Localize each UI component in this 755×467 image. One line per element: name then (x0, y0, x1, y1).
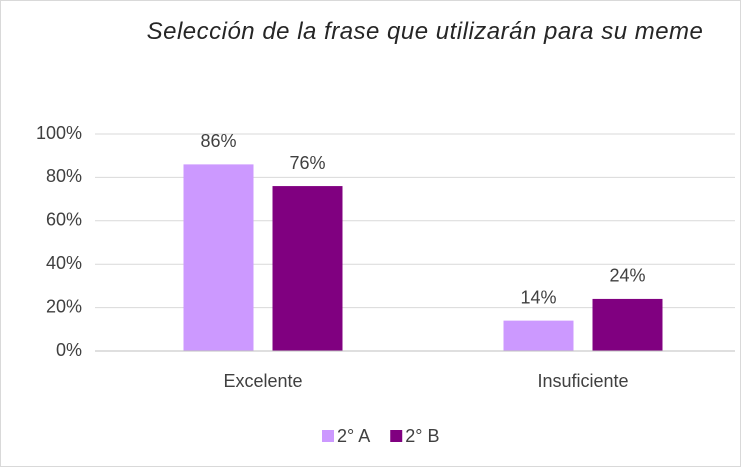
legend-label: 2° B (405, 426, 439, 446)
y-tick-label: 100% (36, 123, 82, 143)
data-label: 14% (520, 287, 556, 307)
data-label: 24% (609, 266, 645, 286)
bar (592, 298, 663, 351)
bar (183, 164, 254, 351)
chart-title: Selección de la frase que utilizarán par… (146, 18, 704, 45)
bar (503, 320, 574, 351)
x-tick-label: Excelente (223, 371, 302, 391)
y-tick-label: 80% (46, 166, 82, 186)
data-label: 76% (289, 153, 325, 173)
y-tick-label: 0% (56, 340, 82, 360)
y-tick-label: 40% (46, 253, 82, 273)
y-tick-label: 60% (46, 210, 82, 230)
x-tick-label: Insuficiente (537, 371, 628, 391)
legend-swatch (390, 430, 403, 442)
bar (272, 186, 343, 351)
data-label: 86% (200, 131, 236, 151)
legend-swatch (322, 430, 334, 442)
legend-label: 2° A (337, 426, 370, 446)
y-tick-label: 20% (46, 296, 82, 316)
